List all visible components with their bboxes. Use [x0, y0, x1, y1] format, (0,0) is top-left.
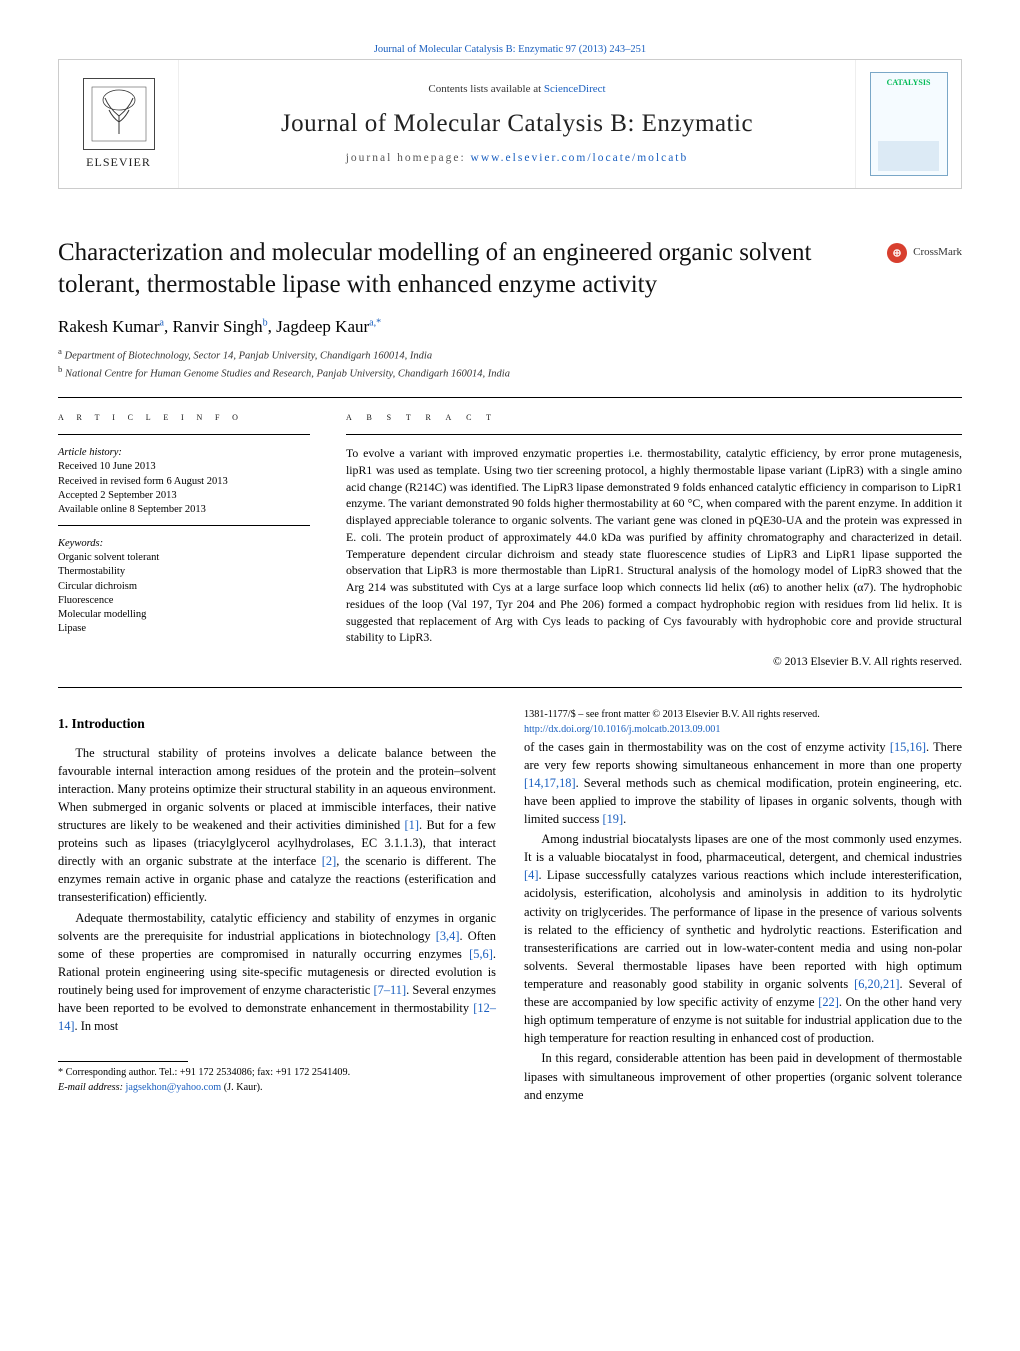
- keyword-0: Organic solvent tolerant: [58, 551, 310, 565]
- para-1: Adequate thermostability, catalytic effi…: [58, 909, 496, 1036]
- crossmark-widget[interactable]: CrossMark: [887, 237, 962, 263]
- journal-ref-link[interactable]: Journal of Molecular Catalysis B: Enzyma…: [374, 44, 646, 55]
- keywords-head: Keywords:: [58, 536, 310, 551]
- article-title: Characterization and molecular modelling…: [58, 237, 887, 301]
- article-info-col: a r t i c l e i n f o Article history: R…: [58, 410, 310, 671]
- email-tail: (J. Kaur).: [221, 1082, 262, 1093]
- citation-link[interactable]: [7–11]: [374, 983, 407, 997]
- journal-cover-thumb: CATALYSIS: [870, 72, 948, 176]
- para-3: Among industrial biocatalysts lipases ar…: [524, 830, 962, 1047]
- history-1: Received in revised form 6 August 2013: [58, 475, 310, 489]
- journal-homepage-line: journal homepage: www.elsevier.com/locat…: [346, 150, 689, 167]
- citation-link[interactable]: [14,17,18]: [524, 776, 576, 790]
- corresponding-author: * Corresponding author. Tel.: +91 172 25…: [58, 1066, 496, 1081]
- cover-art-placeholder: [878, 141, 939, 171]
- info-abstract-row: a r t i c l e i n f o Article history: R…: [58, 410, 962, 671]
- section-1-heading: 1. Introduction: [58, 714, 496, 734]
- journal-cover-block: CATALYSIS: [855, 60, 961, 188]
- info-rule-2: [58, 525, 310, 526]
- rule-top: [58, 397, 962, 398]
- page-root: Journal of Molecular Catalysis B: Enzyma…: [0, 0, 1020, 1147]
- affiliation-a: a Department of Biotechnology, Sector 14…: [58, 346, 962, 364]
- affiliation-a-text: Department of Biotechnology, Sector 14, …: [65, 350, 433, 361]
- article-history-head: Article history:: [58, 445, 310, 460]
- affiliations: a Department of Biotechnology, Sector 14…: [58, 346, 962, 381]
- keyword-4: Molecular modelling: [58, 608, 310, 622]
- homepage-label: journal homepage:: [346, 152, 471, 164]
- sciencedirect-link[interactable]: ScienceDirect: [544, 83, 606, 95]
- affiliation-b: b National Centre for Human Genome Studi…: [58, 364, 962, 382]
- email-link[interactable]: jagsekhon@yahoo.com: [126, 1082, 222, 1093]
- email-label: E-mail address:: [58, 1082, 126, 1093]
- abstract-copyright: © 2013 Elsevier B.V. All rights reserved…: [346, 654, 962, 671]
- citation-link[interactable]: [22]: [818, 995, 839, 1009]
- journal-title: Journal of Molecular Catalysis B: Enzyma…: [281, 106, 753, 142]
- abstract-col: a b s t r a c t To evolve a variant with…: [346, 410, 962, 671]
- body-two-columns: 1. Introduction The structural stability…: [58, 708, 962, 1107]
- crossmark-icon: [887, 243, 907, 263]
- authors-line: Rakesh Kumara, Ranvir Singhb, Jagdeep Ka…: [58, 315, 962, 340]
- contents-line-pre: Contents lists available at: [428, 83, 543, 95]
- homepage-link[interactable]: www.elsevier.com/locate/molcatb: [471, 152, 689, 164]
- journal-header-band: ELSEVIER Contents lists available at Sci…: [58, 59, 962, 189]
- front-matter-block: 1381-1177/$ – see front matter © 2013 El…: [524, 708, 962, 738]
- citation-link[interactable]: [3,4]: [436, 929, 460, 943]
- keyword-1: Thermostability: [58, 565, 310, 579]
- citation-link[interactable]: [1]: [405, 818, 419, 832]
- publisher-logo-block: ELSEVIER: [59, 60, 179, 188]
- citation-link[interactable]: [6,20,21]: [854, 977, 899, 991]
- article-info-label: a r t i c l e i n f o: [58, 410, 310, 426]
- para-2: of the cases gain in thermostability was…: [524, 738, 962, 829]
- journal-reference-top: Journal of Molecular Catalysis B: Enzyma…: [58, 42, 962, 57]
- citation-link[interactable]: [12–14]: [58, 1001, 496, 1033]
- footnote-block: * Corresponding author. Tel.: +91 172 25…: [58, 1061, 496, 1096]
- rule-bottom: [58, 687, 962, 688]
- section-title: Introduction: [72, 716, 145, 731]
- section-number: 1.: [58, 716, 68, 731]
- abstract-text: To evolve a variant with improved enzyma…: [346, 445, 962, 646]
- footnote-rule: [58, 1061, 188, 1062]
- citation-link[interactable]: [15,16]: [890, 740, 926, 754]
- cover-label: CATALYSIS: [887, 77, 931, 89]
- front-matter-line: 1381-1177/$ – see front matter © 2013 El…: [524, 708, 962, 723]
- history-3: Available online 8 September 2013: [58, 503, 310, 517]
- affiliation-b-text: National Centre for Human Genome Studies…: [65, 368, 510, 379]
- history-2: Accepted 2 September 2013: [58, 489, 310, 503]
- publisher-name: ELSEVIER: [86, 154, 151, 171]
- citation-link[interactable]: [4]: [524, 868, 538, 882]
- info-rule-1: [58, 434, 310, 435]
- email-line: E-mail address: jagsekhon@yahoo.com (J. …: [58, 1081, 496, 1096]
- abstract-label: a b s t r a c t: [346, 410, 962, 426]
- history-0: Received 10 June 2013: [58, 460, 310, 474]
- elsevier-tree-icon: [83, 78, 155, 150]
- citation-link[interactable]: [2]: [322, 854, 336, 868]
- para-0: The structural stability of proteins inv…: [58, 744, 496, 907]
- para-4: In this regard, considerable attention h…: [524, 1049, 962, 1103]
- abstract-rule: [346, 434, 962, 435]
- contents-line: Contents lists available at ScienceDirec…: [428, 82, 605, 98]
- citation-link[interactable]: [5,6]: [469, 947, 493, 961]
- keyword-2: Circular dichroism: [58, 580, 310, 594]
- citation-link[interactable]: [19]: [602, 812, 623, 826]
- header-center: Contents lists available at ScienceDirec…: [179, 60, 855, 188]
- keyword-5: Lipase: [58, 622, 310, 636]
- keyword-3: Fluorescence: [58, 594, 310, 608]
- crossmark-label: CrossMark: [913, 245, 962, 261]
- doi-link[interactable]: http://dx.doi.org/10.1016/j.molcatb.2013…: [524, 724, 720, 735]
